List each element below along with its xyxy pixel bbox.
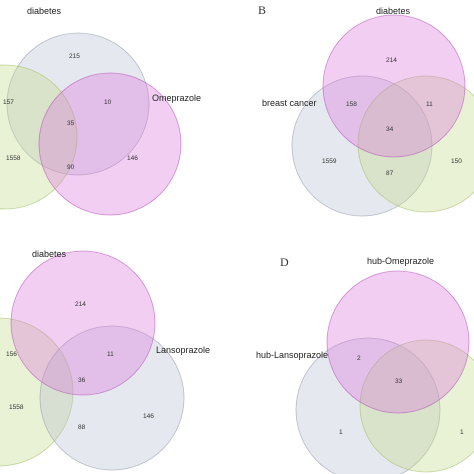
count-right-only: 150 [451, 158, 462, 165]
set-label-breast-cancer: breast cancer [262, 98, 317, 108]
set-label-diabetes: diabetes [376, 6, 411, 16]
set-label-diabetes: diabetes [27, 6, 62, 16]
count-diabetes-only: 214 [75, 301, 86, 308]
set-label-hub-omeprazole: hub-Omeprazole [367, 256, 434, 266]
count-diabetes-only: 215 [69, 53, 80, 60]
count-diabetes-only: 214 [386, 57, 397, 64]
venn-panel-c: diabetes Lansoprazole 214 156 11 36 1558… [0, 249, 210, 471]
set-circle-diabetes [6, 32, 150, 176]
set-circle-right [357, 75, 474, 213]
count-all-three: 35 [67, 120, 75, 127]
count-all-three: 36 [78, 377, 86, 384]
set-circle-hub-omeprazole [326, 270, 470, 414]
set-circle-hub-lansoprazole [295, 337, 441, 474]
count-left-only: 1558 [9, 404, 24, 411]
count-diabetes-lansoprazole: 11 [107, 351, 114, 358]
set-label-diabetes: diabetes [32, 249, 67, 259]
count-left-only: 1558 [6, 155, 21, 162]
venn-panel-a: diabetes Omeprazole 215 157 10 35 1558 9… [0, 6, 201, 216]
set-circle-diabetes [10, 250, 156, 396]
venn-panel-b: B diabetes breast cancer 214 158 11 34 1… [258, 3, 474, 217]
panel-letter-b: B [258, 3, 266, 17]
count-breast-cancer-only: 1559 [322, 158, 337, 165]
set-circle-lansoprazole [39, 325, 185, 471]
count-diabetes-left: 156 [6, 351, 17, 358]
venn-panel-d: D hub-Omeprazole hub-Lansoprazole 2 33 1… [256, 255, 474, 474]
count-breast-cancer-right: 87 [386, 170, 394, 177]
count-diabetes-omeprazole: 10 [104, 99, 112, 106]
set-circle-left [0, 64, 78, 210]
count-lansoprazole-only: 146 [143, 413, 154, 420]
count-all-three: 34 [386, 126, 394, 133]
set-circle-diabetes [322, 14, 466, 158]
count-diabetes-left: 157 [3, 99, 14, 106]
panel-letter-d: D [280, 255, 289, 269]
count-all-three: 33 [395, 378, 403, 385]
count-left-omeprazole: 90 [67, 164, 75, 171]
set-label-hub-lansoprazole: hub-Lansoprazole [256, 350, 328, 360]
count-left-lansoprazole: 88 [78, 424, 86, 431]
set-circle-omeprazole [38, 72, 182, 216]
count-hub-pair: 2 [357, 355, 361, 362]
count-hub-lansoprazole-only: 1 [339, 429, 343, 436]
set-circle-right [359, 339, 474, 473]
count-diabetes-right: 11 [426, 101, 433, 108]
count-omeprazole-only: 146 [127, 155, 138, 162]
set-label-omeprazole: Omeprazole [152, 93, 201, 103]
count-diabetes-breast-cancer: 158 [346, 101, 357, 108]
count-right-only: 1 [460, 429, 464, 436]
set-label-lansoprazole: Lansoprazole [156, 345, 210, 355]
